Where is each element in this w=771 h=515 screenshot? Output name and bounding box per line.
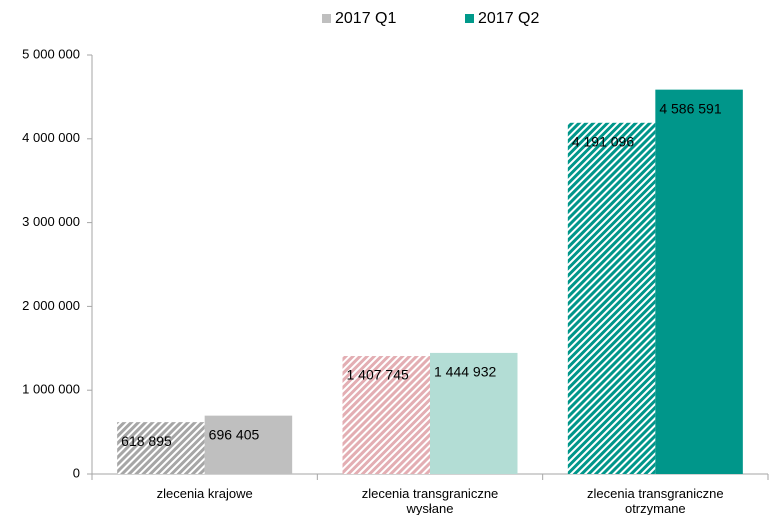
x-tick-label: zlecenia transgraniczne otrzymane <box>587 486 724 515</box>
x-tick-label: zlecenia transgraniczne wysłane <box>361 486 499 515</box>
legend-swatch <box>322 14 331 23</box>
bar <box>342 356 430 474</box>
legend-swatch <box>465 14 474 23</box>
y-tick-label: 3 000 000 <box>22 214 80 229</box>
y-tick-label: 4 000 000 <box>22 130 80 145</box>
bar <box>204 415 293 474</box>
y-tick-label: 5 000 000 <box>22 46 80 61</box>
y-tick-label: 1 000 000 <box>22 382 80 397</box>
x-tick-label: zlecenia krajowe <box>156 486 253 501</box>
value-label: 1 444 932 <box>434 364 496 380</box>
value-label: 1 407 745 <box>347 367 409 383</box>
value-label: 618 895 <box>121 433 172 449</box>
value-label: 4 191 096 <box>572 133 634 149</box>
bar <box>567 122 656 474</box>
y-tick-label: 0 <box>73 465 80 480</box>
legend-label: 2017 Q2 <box>478 10 539 27</box>
value-label: 696 405 <box>209 426 260 442</box>
legend-label: 2017 Q1 <box>335 10 396 27</box>
value-label: 4 586 591 <box>659 100 721 116</box>
bar <box>430 352 518 474</box>
bar <box>117 422 205 474</box>
bar <box>655 89 743 474</box>
y-tick-label: 2 000 000 <box>22 298 80 313</box>
